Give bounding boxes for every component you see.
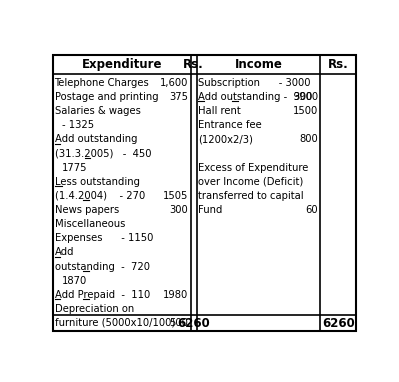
- Text: 1,600: 1,600: [160, 78, 188, 88]
- Text: Telephone Charges: Telephone Charges: [55, 78, 149, 88]
- Text: 1505: 1505: [163, 191, 188, 201]
- Text: 1500: 1500: [293, 106, 318, 116]
- Text: Subscription      - 3000: Subscription - 3000: [198, 78, 311, 88]
- Text: Excess of Expenditure: Excess of Expenditure: [198, 163, 309, 173]
- Text: 6260: 6260: [322, 317, 355, 330]
- Text: (1.4.2004)    - 270: (1.4.2004) - 270: [55, 191, 145, 201]
- Text: 1980: 1980: [163, 290, 188, 300]
- Text: Income: Income: [235, 58, 282, 71]
- Text: 1870: 1870: [62, 276, 87, 286]
- Text: furniture (5000x10/100): furniture (5000x10/100): [55, 318, 175, 328]
- Text: Depreciation on: Depreciation on: [55, 304, 134, 314]
- Text: News papers: News papers: [55, 205, 119, 215]
- Text: Expenses      - 1150: Expenses - 1150: [55, 233, 153, 243]
- Text: 60: 60: [305, 205, 318, 215]
- Text: 3900: 3900: [293, 92, 318, 102]
- Text: Miscellaneous: Miscellaneous: [55, 219, 125, 229]
- Text: Add outstanding: Add outstanding: [55, 134, 137, 144]
- Text: Rs.: Rs.: [183, 58, 204, 71]
- Text: Hall rent: Hall rent: [198, 106, 241, 116]
- Text: (31.3.2005)   -  450: (31.3.2005) - 450: [55, 149, 151, 159]
- Text: (1200x2/3): (1200x2/3): [198, 134, 253, 144]
- Text: Expenditure: Expenditure: [81, 58, 162, 71]
- Text: 375: 375: [169, 92, 188, 102]
- Text: 1775: 1775: [62, 163, 88, 173]
- Text: Rs.: Rs.: [328, 58, 349, 71]
- Text: Fund: Fund: [198, 205, 223, 215]
- Text: Postage and printing: Postage and printing: [55, 92, 158, 102]
- Text: 500: 500: [169, 318, 188, 328]
- Text: Add Prepaid  -  110: Add Prepaid - 110: [55, 290, 150, 300]
- Text: over Income (Deficit): over Income (Deficit): [198, 177, 304, 187]
- Text: 300: 300: [169, 205, 188, 215]
- Text: - 1325: - 1325: [62, 120, 95, 130]
- Text: Entrance fee: Entrance fee: [198, 120, 262, 130]
- Text: 6260: 6260: [177, 317, 210, 330]
- Text: 800: 800: [299, 134, 318, 144]
- Text: Add outstanding -  900: Add outstanding - 900: [198, 92, 313, 102]
- Text: outstanding  -  720: outstanding - 720: [55, 262, 150, 272]
- Text: Less outstanding: Less outstanding: [55, 177, 140, 187]
- Text: transferred to capital: transferred to capital: [198, 191, 304, 201]
- Text: Add: Add: [55, 248, 74, 257]
- Text: Salaries & wages: Salaries & wages: [55, 106, 140, 116]
